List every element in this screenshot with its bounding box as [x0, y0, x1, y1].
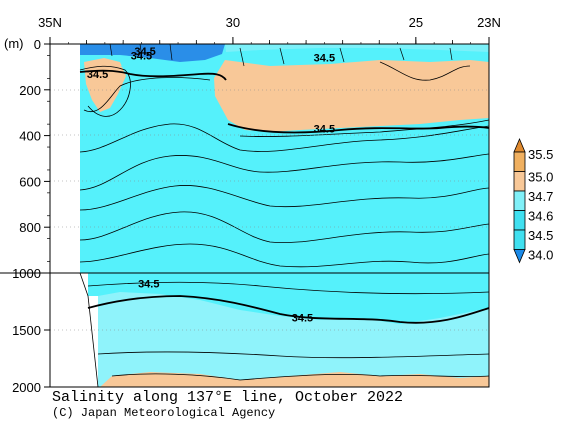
contour-label: 34.5 [314, 124, 335, 136]
colorbar-swatch [513, 151, 526, 172]
colorbar-label: 34.0 [528, 248, 553, 263]
x-tick-label: 25 [409, 15, 423, 30]
y-tick-label: 1000 [12, 266, 41, 281]
plot-area: 34.534.534.534.534.534.534.5 [50, 44, 489, 387]
y-axis-unit-label: (m) [4, 36, 24, 51]
x-tick-label: 23N [477, 15, 501, 30]
upper-blank-strip [50, 44, 80, 273]
subsurface-high-salinity-region [214, 60, 489, 132]
surface-contour-ticks [109, 44, 453, 67]
surface-low-salinity-region [80, 44, 225, 62]
x-tick-label: 35N [38, 15, 62, 30]
sampling-boundary-line [79, 272, 99, 387]
colorbar-swatch [513, 190, 526, 211]
colorbar-lower-arrow [513, 249, 526, 264]
colorbar: 35.5 35.0 34.7 34.6 34.5 34.0 [513, 137, 553, 264]
surface-low-salinity-region-2 [225, 44, 489, 52]
colorbar-label: 35.0 [528, 170, 553, 185]
contour-label: 34.5 [314, 53, 335, 65]
x-axis: 35N 30 25 23N [38, 15, 501, 44]
y-axis: 0 200 400 600 800 1000 1500 2000 [12, 37, 50, 395]
y-tick-label: 600 [19, 174, 41, 189]
x-axis-minor-ticks [49, 40, 490, 44]
contour-label: 34.5 [131, 50, 152, 62]
colorbar-upper-arrow [513, 137, 526, 153]
contour-lines [79, 61, 489, 381]
chart-credit: (C) Japan Meteorological Agency [52, 406, 276, 420]
colorbar-label: 35.5 [528, 147, 553, 162]
chart-title: Salinity along 137°E line, October 2022 [52, 389, 404, 406]
contour-label: 34.5 [138, 278, 159, 290]
y-tick-label: 200 [19, 83, 41, 98]
colorbar-swatch [513, 210, 526, 231]
y-tick-label: 800 [19, 220, 41, 235]
mid-depth-salinity-band [88, 273, 489, 324]
contour-labels: 34.534.534.534.534.534.534.5 [87, 46, 335, 325]
colorbar-swatch [513, 229, 526, 250]
colorbar-swatch [513, 171, 526, 192]
y-tick-label: 1500 [12, 323, 41, 338]
y-tick-label: 0 [34, 37, 41, 52]
y-tick-label: 400 [19, 129, 41, 144]
contour-label: 34.5 [292, 312, 313, 324]
contour-34-5-lines [79, 69, 489, 324]
colorbar-label: 34.7 [528, 189, 553, 204]
colorbar-label: 34.6 [528, 209, 553, 224]
contour-label: 34.5 [134, 46, 155, 58]
x-tick-label: 30 [226, 15, 240, 30]
colorbar-label: 34.5 [528, 228, 553, 243]
y-tick-label: 2000 [12, 380, 41, 395]
contour-label: 34.5 [87, 69, 108, 81]
